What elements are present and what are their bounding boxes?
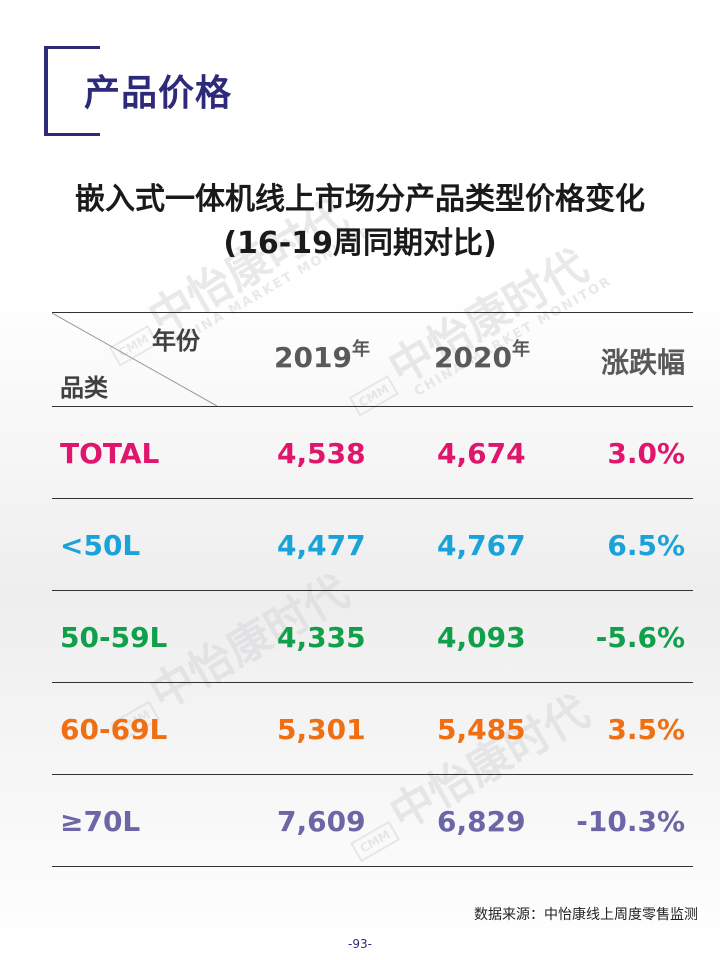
header-diagonal-line bbox=[52, 313, 217, 406]
header-change: 涨跌幅 bbox=[600, 346, 685, 379]
row-change: -10.3% bbox=[576, 805, 685, 838]
header-2020: 2020年 bbox=[434, 339, 530, 374]
row-category: 50-59L bbox=[60, 621, 168, 654]
header-year-label: 年份 bbox=[152, 327, 200, 355]
table-row: <50L 4,477 4,767 6.5% bbox=[52, 499, 693, 591]
row-value-2020: 4,674 bbox=[437, 437, 526, 470]
header-category-label: 品类 bbox=[60, 374, 108, 402]
row-category: TOTAL bbox=[60, 437, 160, 470]
table-row: ≥70L 7,609 6,829 -10.3% bbox=[52, 775, 693, 867]
page-title: 嵌入式一体机线上市场分产品类型价格变化 (16-19周同期对比) bbox=[0, 178, 720, 266]
row-value-2020: 4,093 bbox=[437, 621, 526, 654]
data-source-note: 数据来源：中怡康线上周度零售监测 bbox=[474, 907, 698, 923]
row-value-2019: 4,477 bbox=[277, 529, 366, 562]
row-change: -5.6% bbox=[595, 621, 685, 654]
row-change: 3.0% bbox=[607, 437, 685, 470]
row-value-2020: 6,829 bbox=[437, 805, 526, 838]
row-category: ≥70L bbox=[60, 805, 141, 838]
row-value-2020: 5,485 bbox=[437, 713, 526, 746]
row-category: <50L bbox=[60, 529, 141, 562]
row-value-2019: 7,609 bbox=[277, 805, 366, 838]
section-title: 产品价格 bbox=[84, 73, 233, 114]
table-header: 年份 品类 2019年 2020年 涨跌幅 bbox=[52, 312, 693, 407]
title-line-2: (16-19周同期对比) bbox=[223, 226, 497, 261]
section-bracket bbox=[44, 46, 100, 136]
title-line-1: 嵌入式一体机线上市场分产品类型价格变化 bbox=[75, 182, 645, 217]
row-change: 6.5% bbox=[607, 529, 685, 562]
table-row: TOTAL 4,538 4,674 3.0% bbox=[52, 407, 693, 499]
row-category: 60-69L bbox=[60, 713, 168, 746]
row-value-2019: 5,301 bbox=[277, 713, 366, 746]
page-number: -93- bbox=[348, 937, 372, 951]
header-2019: 2019年 bbox=[274, 339, 370, 374]
row-change: 3.5% bbox=[607, 713, 685, 746]
table-row: 50-59L 4,335 4,093 -5.6% bbox=[52, 591, 693, 683]
row-value-2019: 4,335 bbox=[277, 621, 366, 654]
row-value-2019: 4,538 bbox=[277, 437, 366, 470]
price-table: 年份 品类 2019年 2020年 涨跌幅 TOTAL 4,538 4,674 … bbox=[52, 312, 693, 867]
row-value-2020: 4,767 bbox=[437, 529, 526, 562]
table-row: 60-69L 5,301 5,485 3.5% bbox=[52, 683, 693, 775]
